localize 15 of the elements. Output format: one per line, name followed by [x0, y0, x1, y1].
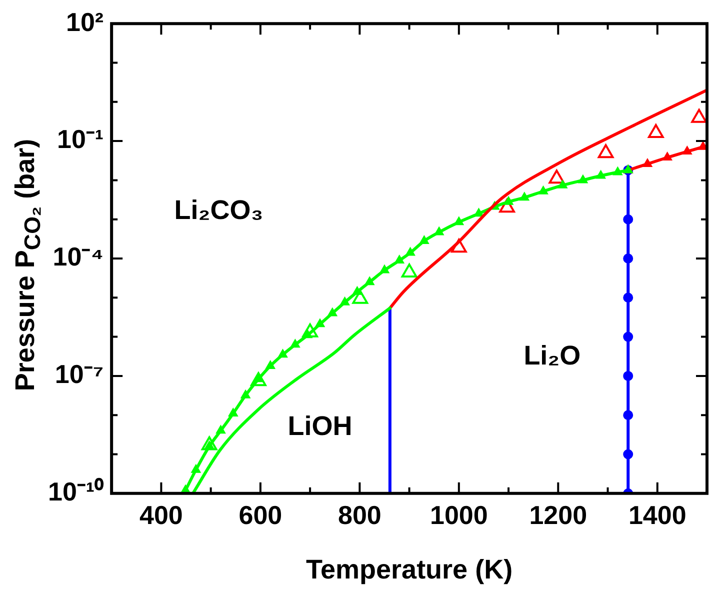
annotation: Li₂O	[524, 340, 581, 371]
y-tick-label: 10⁻¹	[57, 124, 104, 154]
x-tick-label: 1000	[430, 500, 488, 530]
x-tick-label: 800	[338, 500, 382, 530]
x-axis-title: Temperature (K)	[306, 554, 513, 584]
y-tick-label: 10⁻⁴	[52, 242, 104, 272]
y-tick-label: 10⁻⁷	[54, 359, 104, 390]
y-tick-label: 10²	[66, 6, 104, 37]
x-tick-label: 1200	[529, 500, 588, 530]
y-tick-label: 10⁻¹⁰	[48, 476, 105, 507]
x-tick-label: 1400	[628, 500, 686, 530]
x-tick-label: 600	[238, 500, 282, 530]
annotation: LiOH	[288, 411, 352, 442]
x-tick-label: 400	[140, 500, 183, 530]
annotation: Li₂CO₃	[174, 194, 264, 225]
